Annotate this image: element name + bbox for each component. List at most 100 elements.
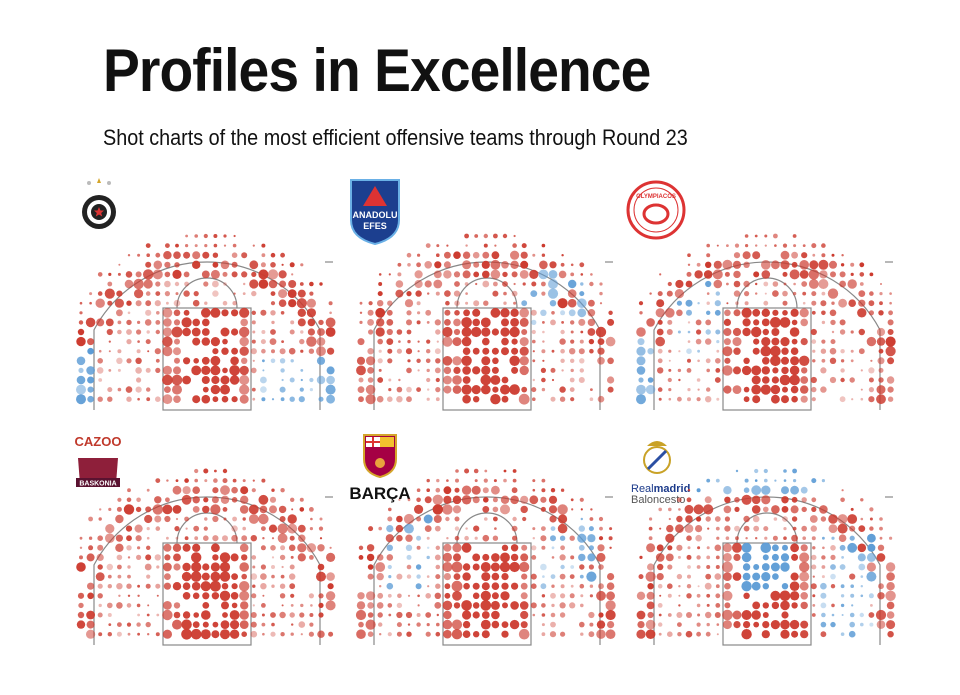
shot-dot-hot — [503, 469, 507, 473]
shot-dot-hot — [310, 517, 313, 521]
shot-dot-hot — [723, 338, 731, 346]
shot-dot-hot — [821, 320, 826, 325]
shot-dot-hot — [239, 346, 249, 356]
shot-dot-hot — [646, 543, 656, 553]
shot-dot-hot — [465, 301, 469, 305]
shot-dot-cold — [580, 282, 584, 286]
shot-dot-hot — [705, 396, 712, 403]
shot-dot-hot — [357, 338, 365, 346]
shot-dot-cold — [849, 535, 855, 541]
shot-dot-hot — [173, 299, 181, 307]
shot-dot-hot — [288, 280, 297, 288]
shot-dot-hot — [367, 612, 374, 618]
shot-dot-hot — [281, 604, 284, 607]
shot-dot-hot — [452, 375, 462, 385]
shot-dot-hot — [396, 622, 402, 628]
shot-dot-hot — [799, 571, 810, 582]
shot-dot-hot — [608, 536, 613, 541]
shot-dot-cold — [298, 396, 305, 403]
shot-dot-hot — [435, 291, 440, 296]
shot-dot-hot — [184, 516, 189, 522]
shot-dot-cold — [279, 358, 286, 364]
shot-dot-hot — [231, 252, 238, 258]
shot-dot-hot — [847, 279, 857, 289]
shot-dot-hot — [251, 387, 256, 392]
shot-dot-hot — [550, 367, 556, 373]
shot-dot-hot — [762, 376, 770, 384]
shot-dot-hot — [687, 397, 691, 402]
shot-dot-hot — [657, 387, 663, 392]
shot-dot-hot — [183, 251, 191, 259]
shot-dot-hot — [173, 251, 181, 259]
shot-dot-hot — [875, 609, 887, 621]
shot-dot-hot — [540, 496, 547, 503]
shot-dot-hot — [770, 345, 781, 357]
shot-dot-hot — [357, 386, 365, 393]
shot-dot-hot — [239, 610, 249, 620]
shot-dot-hot — [250, 621, 257, 628]
shot-dot-hot — [482, 337, 490, 346]
shot-dot-hot — [510, 601, 519, 610]
shot-dot-hot — [192, 543, 201, 552]
shot-dot-hot — [136, 329, 142, 335]
shot-dot-hot — [171, 374, 183, 386]
shot-dot-hot — [790, 356, 800, 366]
shot-dot-cold — [772, 573, 779, 580]
shot-dot-hot — [223, 282, 227, 286]
realmadrid-text: Realmadrid — [631, 483, 690, 495]
shot-dot-hot — [599, 302, 603, 305]
shot-dot-hot — [877, 544, 885, 551]
shot-dot-hot — [97, 358, 103, 364]
shot-dot-hot — [155, 252, 161, 258]
shot-dot-hot — [511, 525, 518, 532]
shot-dot-hot — [761, 318, 770, 327]
shot-dot-hot — [522, 516, 527, 522]
shot-dot-hot — [434, 602, 442, 609]
shot-dot-hot — [173, 553, 181, 562]
shot-dot-hot — [743, 261, 750, 268]
shot-dot-hot — [116, 309, 123, 317]
shot-dot-hot — [790, 347, 799, 355]
shot-dot-hot — [270, 612, 276, 618]
shot-dot-hot — [388, 613, 392, 617]
shot-dot-hot — [800, 318, 808, 327]
shot-dot-hot — [309, 291, 314, 296]
shot-dot-hot — [145, 309, 152, 316]
shot-dot-hot — [443, 270, 452, 279]
shot-dot-hot — [191, 561, 202, 573]
shot-dot-hot — [452, 337, 462, 347]
shot-dot-hot — [646, 601, 655, 610]
shot-dot-hot — [472, 251, 480, 259]
shot-dot-hot — [306, 543, 317, 553]
shot-dot-hot — [597, 544, 605, 552]
shot-dot-hot — [182, 582, 191, 590]
shot-dot-hot — [461, 317, 472, 328]
shot-dot-hot — [790, 385, 799, 394]
shot-dot-hot — [203, 468, 209, 474]
shot-dot-hot — [649, 517, 653, 521]
shot-dot-hot — [657, 563, 664, 571]
shot-dot-hot — [221, 582, 229, 590]
shot-dot-hot — [820, 348, 827, 354]
shot-dot-hot — [752, 347, 760, 355]
shot-dot-hot — [812, 604, 816, 607]
shot-dot-hot — [879, 292, 883, 296]
shot-dot-hot — [820, 631, 827, 638]
shot-dot-hot — [453, 251, 461, 259]
shot-dot-hot — [434, 348, 441, 355]
shot-dot-hot — [753, 271, 760, 278]
shot-dot-hot — [230, 620, 240, 630]
shot-dot-hot — [239, 365, 249, 376]
shot-dot-hot — [560, 631, 566, 637]
shot-dot-hot — [146, 536, 150, 540]
shot-dot-hot — [848, 299, 856, 307]
shot-dot-hot — [165, 243, 170, 248]
shot-dot-hot — [117, 272, 121, 276]
shot-dot-hot — [606, 591, 615, 601]
shot-dot-hot — [163, 251, 172, 260]
shot-dot-hot — [678, 594, 681, 597]
shot-dot-cold — [780, 553, 790, 562]
shot-dot-hot — [239, 326, 250, 338]
shot-dot-hot — [541, 377, 546, 383]
shot-dot-hot — [791, 251, 798, 259]
